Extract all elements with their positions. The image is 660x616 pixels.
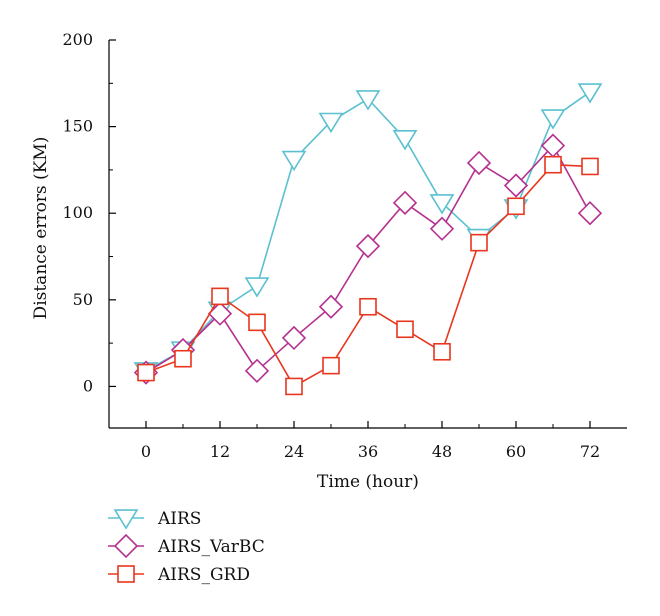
- series-airs: [133, 83, 603, 383]
- data-point: [433, 342, 451, 361]
- data-point: [581, 157, 599, 176]
- x-axis-title: Time (hour): [317, 472, 419, 492]
- legend-label: AIRS_VarBC: [157, 537, 265, 557]
- data-point: [466, 150, 492, 176]
- data-point: [137, 363, 155, 382]
- x-tick-label: 72: [580, 442, 600, 461]
- series-line: [145, 91, 591, 372]
- x-tick-label: 0: [141, 442, 151, 461]
- legend-marker: [113, 533, 139, 559]
- data-point: [244, 358, 270, 383]
- data-point: [355, 90, 381, 111]
- legend-item: AIRS_VarBC: [108, 533, 265, 559]
- data-point: [429, 194, 455, 215]
- data-point: [355, 233, 381, 259]
- y-tick-label: 0: [83, 376, 93, 395]
- y-tick-label: 150: [62, 117, 93, 136]
- data-point: [540, 109, 566, 130]
- data-point: [577, 83, 603, 104]
- x-tick-label: 36: [358, 442, 378, 461]
- data-point: [281, 150, 307, 172]
- data-point: [244, 277, 270, 298]
- data-point: [544, 155, 562, 174]
- data-point: [281, 325, 307, 351]
- data-point: [577, 201, 603, 226]
- y-axis-title: Distance errors (KM): [31, 137, 51, 320]
- legend: AIRS AIRS_VarBC AIRS_GRD: [108, 509, 265, 585]
- legend-label: AIRS_GRD: [157, 565, 250, 585]
- legend-marker: [113, 509, 139, 530]
- x-tick-label: 48: [432, 442, 452, 461]
- data-point: [174, 349, 192, 368]
- data-point: [470, 233, 488, 252]
- data-point: [507, 197, 525, 216]
- data-point: [285, 377, 303, 396]
- legend-item: AIRS: [108, 509, 201, 530]
- data-point: [248, 313, 266, 332]
- data-point: [429, 216, 455, 241]
- data-point: [392, 130, 418, 151]
- data-point: [322, 356, 340, 375]
- data-point: [396, 320, 414, 339]
- y-tick-label: 50: [73, 290, 93, 309]
- legend-marker: [117, 565, 135, 583]
- legend-item: AIRS_GRD: [108, 565, 250, 585]
- data-point: [503, 173, 529, 198]
- data-point: [211, 287, 229, 306]
- x-tick-label: 60: [506, 442, 526, 461]
- data-point: [318, 112, 344, 134]
- data-point: [359, 297, 377, 316]
- y-tick-label: 200: [62, 30, 93, 49]
- x-tick-label: 12: [210, 442, 230, 461]
- series-airs-grd: [137, 155, 599, 396]
- data-point: [318, 294, 344, 319]
- series-line: [145, 144, 591, 374]
- series-layer: [133, 83, 603, 396]
- axes: 0 50 100 150 200 0 12 24 36 48 60 72: [62, 30, 627, 461]
- y-tick-label: 100: [62, 203, 93, 222]
- x-tick-label: 24: [284, 442, 304, 461]
- data-point: [392, 190, 418, 215]
- legend-label: AIRS: [157, 509, 201, 529]
